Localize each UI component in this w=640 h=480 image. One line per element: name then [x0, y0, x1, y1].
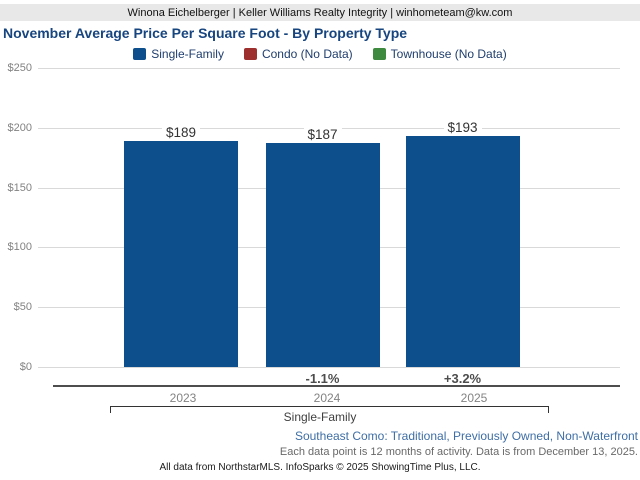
legend-swatch-townhouse-no-data: [372, 48, 386, 60]
legend-swatch-condo-no-data: [243, 48, 257, 60]
chart-legend: Single-Family Condo (No Data) Townhouse (N…: [0, 46, 640, 62]
category-group-label: Single-Family: [283, 410, 357, 424]
chart-title: November Average Price Per Square Foot -…: [3, 25, 408, 41]
legend-item-townhouse-no-data[interactable]: Townhouse (No Data): [372, 47, 507, 61]
y-tick-label: $200: [7, 122, 32, 134]
bar-single-family-2025[interactable]: [405, 136, 520, 367]
gridline-0: [38, 367, 620, 368]
legend-item-condo-no-data[interactable]: Condo (No Data): [243, 47, 353, 61]
legend-label: Condo (No Data): [261, 47, 353, 61]
y-tick-label: $0: [19, 361, 32, 373]
y-tick-label: $50: [13, 301, 32, 313]
category-group-bracket: [110, 406, 549, 413]
y-tick-label: $250: [7, 62, 32, 74]
data-note-text: Each data point is 12 months of activity…: [279, 446, 638, 458]
bar-single-family-2024[interactable]: [265, 143, 380, 367]
legend-label: Single-Family: [151, 47, 224, 61]
bar-value-label-2023: $189: [161, 125, 201, 141]
legend-item-single-family[interactable]: Single-Family: [133, 47, 224, 61]
pct-change-label-2024: -1.1%: [305, 371, 340, 386]
bar-value-label-2024: $187: [303, 127, 342, 143]
search-filters-text: Southeast Como: Traditional, Previously …: [294, 429, 638, 443]
legend-swatch-single-family: [133, 48, 147, 60]
y-tick-label: $150: [7, 182, 32, 194]
x-axis-line: [53, 385, 620, 387]
agent-header-text: Winona Eichelberger | Keller Williams Re…: [127, 6, 513, 19]
pct-change-label-2025: +3.2%: [443, 371, 482, 386]
bar-single-family-2023[interactable]: [124, 141, 238, 367]
attribution-text: All data from NorthstarMLS. InfoSparks ©…: [159, 462, 481, 473]
agent-header-bar: Winona Eichelberger | Keller Williams Re…: [0, 4, 640, 21]
legend-label: Townhouse (No Data): [390, 47, 507, 61]
bar-value-label-2025: $193: [443, 120, 482, 136]
gridline-250: [38, 68, 620, 69]
y-tick-label: $100: [7, 241, 32, 253]
x-category-label-2025: 2025: [460, 391, 488, 405]
x-category-label-2023: 2023: [169, 391, 197, 405]
x-category-label-2024: 2024: [313, 391, 341, 405]
